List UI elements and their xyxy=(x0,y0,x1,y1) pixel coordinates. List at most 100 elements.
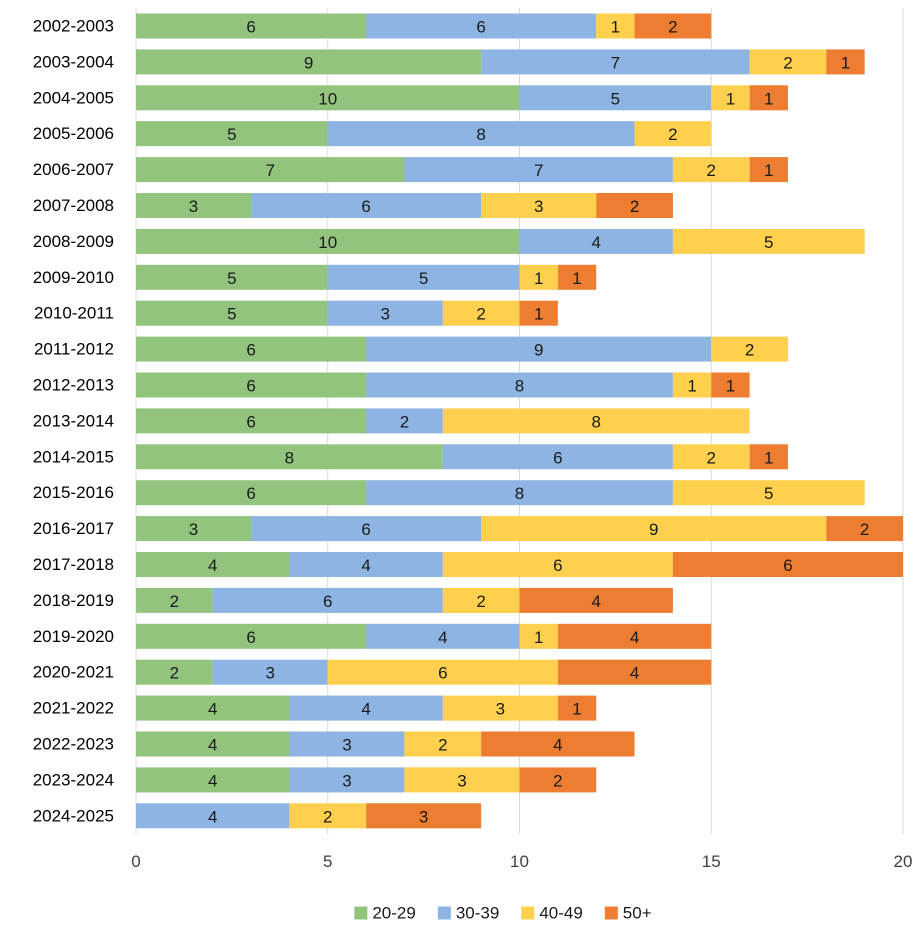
bar-segment xyxy=(672,480,865,506)
bar-segment xyxy=(442,408,750,434)
data-label: 5 xyxy=(764,484,773,503)
category-label: 2013-2014 xyxy=(33,411,114,430)
data-label: 9 xyxy=(649,520,658,539)
category-label: 2017-2018 xyxy=(33,555,114,574)
bar-segment xyxy=(136,300,328,326)
data-label: 10 xyxy=(318,89,337,108)
data-label: 10 xyxy=(318,233,337,252)
x-tick-label: 20 xyxy=(894,852,913,871)
data-label: 5 xyxy=(227,305,236,324)
legend: 20-29 30-39 40-49 50+ xyxy=(354,904,652,923)
data-label: 2 xyxy=(170,592,179,611)
bar-segment xyxy=(481,193,597,218)
bar-segment xyxy=(136,408,367,434)
bar-segment xyxy=(672,444,750,470)
data-label: 1 xyxy=(572,700,581,719)
data-label: 1 xyxy=(764,448,773,467)
bar-segment xyxy=(136,659,213,685)
data-label: 4 xyxy=(591,233,600,252)
data-label: 6 xyxy=(246,377,255,396)
data-label: 3 xyxy=(342,736,351,755)
data-label: 2 xyxy=(323,807,332,826)
bar-segment xyxy=(327,300,443,326)
data-label: 4 xyxy=(208,700,217,719)
bar-segment xyxy=(519,300,558,326)
data-label: 2 xyxy=(860,520,869,539)
bar-segment xyxy=(749,85,788,111)
bar-segment xyxy=(711,372,750,398)
data-label: 4 xyxy=(208,556,217,575)
data-label: 6 xyxy=(438,664,447,683)
bar-segment xyxy=(519,767,597,793)
data-label: 1 xyxy=(841,53,850,72)
bar-segment xyxy=(251,193,482,218)
category-labels: 2002-2003 2003-2004 2004-2005 2005-2006 2006… xyxy=(33,17,114,826)
data-label: 7 xyxy=(611,53,620,72)
bar-segment xyxy=(136,731,290,757)
data-label: 4 xyxy=(553,736,562,755)
bar-segment xyxy=(366,336,712,362)
data-label: 6 xyxy=(476,18,485,37)
data-label: 9 xyxy=(534,341,543,360)
data-label: 1 xyxy=(534,305,543,324)
bar-segment xyxy=(634,121,712,147)
bar-segment xyxy=(136,695,290,721)
x-tick-label: 0 xyxy=(131,852,140,871)
category-label: 2014-2015 xyxy=(33,447,114,466)
category-label: 2005-2006 xyxy=(33,124,114,143)
bar-segment xyxy=(136,480,367,506)
data-label: 8 xyxy=(515,377,524,396)
bar-segment xyxy=(672,228,865,254)
category-label: 2003-2004 xyxy=(33,52,114,71)
bar-segment xyxy=(557,623,712,649)
bar-segment xyxy=(327,659,558,685)
data-label: 1 xyxy=(764,89,773,108)
bar-segment xyxy=(442,587,520,613)
data-label: 4 xyxy=(438,628,447,647)
category-label: 2024-2025 xyxy=(33,806,114,825)
bar-segment xyxy=(327,121,635,147)
data-label: 2 xyxy=(476,305,485,324)
x-tick-label: 10 xyxy=(510,852,529,871)
data-label: 2 xyxy=(668,18,677,37)
bar-segment xyxy=(442,444,673,470)
data-label: 3 xyxy=(381,305,390,324)
data-label: 2 xyxy=(438,736,447,755)
bar-segment xyxy=(442,695,558,721)
bar-segment xyxy=(596,193,673,218)
category-label: 2020-2021 xyxy=(33,663,114,682)
bar-segment xyxy=(519,228,673,254)
data-label: 6 xyxy=(361,197,370,216)
bar-segment xyxy=(404,157,673,183)
bar-segment xyxy=(749,444,788,470)
bar-segment xyxy=(519,587,673,613)
data-label: 6 xyxy=(246,628,255,647)
bar-segment xyxy=(366,803,482,829)
bar-segment xyxy=(136,157,405,183)
bar-segment xyxy=(749,157,788,183)
data-label: 4 xyxy=(591,592,600,611)
bar-segment xyxy=(557,695,597,721)
data-label: 1 xyxy=(534,269,543,288)
data-label: 2 xyxy=(476,592,485,611)
category-label: 2023-2024 xyxy=(33,770,114,789)
data-label: 1 xyxy=(764,161,773,180)
bar-segment xyxy=(251,516,482,542)
data-label: 6 xyxy=(246,18,255,37)
bar-segment xyxy=(711,85,750,111)
bar-segment xyxy=(366,480,673,506)
bar-segment xyxy=(672,157,750,183)
bar-segment xyxy=(136,264,328,290)
category-label: 2004-2005 xyxy=(33,88,114,107)
bar-segment xyxy=(327,264,520,290)
bar-segment xyxy=(826,49,865,75)
bar-segment xyxy=(212,587,443,613)
data-label: 4 xyxy=(630,628,639,647)
data-label: 2 xyxy=(745,341,754,360)
bar-segment xyxy=(136,49,482,75)
bar-segment xyxy=(136,444,443,470)
data-label: 2 xyxy=(668,125,677,144)
legend-label: 30-39 xyxy=(456,904,499,923)
data-label: 4 xyxy=(208,771,217,790)
